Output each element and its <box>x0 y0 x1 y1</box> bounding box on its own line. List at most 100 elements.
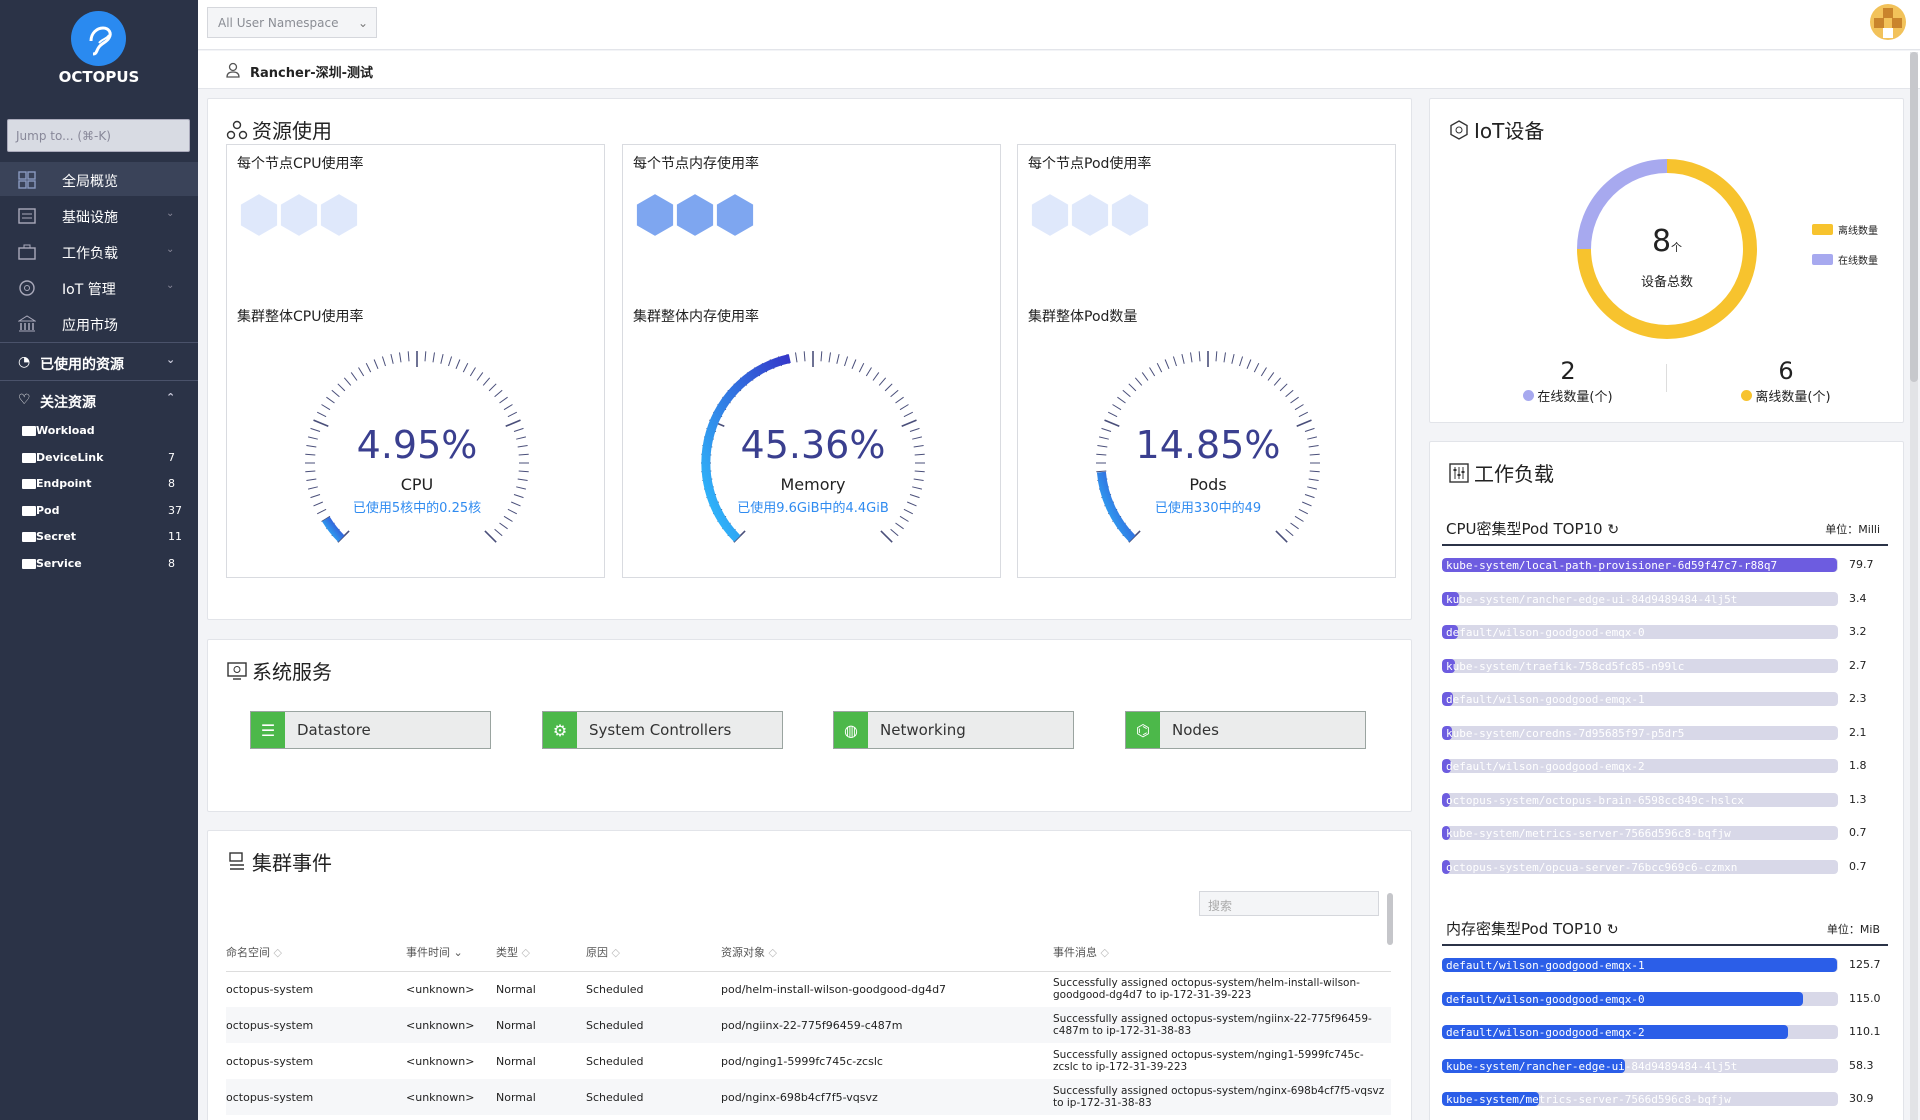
top10-row[interactable]: octopus-system/opcua-server-76bcc969c6-c… <box>1442 858 1867 874</box>
folder-icon <box>22 559 36 569</box>
top10-row[interactable]: default/wilson-goodgood-emqx-2 110.1 <box>1442 1023 1881 1039</box>
column-header[interactable]: 命名空间 ◇ <box>226 933 406 972</box>
node-hexagon[interactable] <box>318 193 360 239</box>
chevron-down-icon: ⌄ <box>166 353 176 366</box>
column-header[interactable]: 事件消息 ◇ <box>1053 933 1391 972</box>
top10-row[interactable]: kube-system/local-path-provisioner-6d59f… <box>1442 556 1874 572</box>
table-row[interactable]: octopus-system <unknown> Normal Scheduled po… <box>226 1043 1391 1079</box>
table-cell: Scheduled <box>586 982 644 996</box>
table-row[interactable]: octopus-system <unknown> Normal Scheduled po… <box>226 1079 1391 1115</box>
node-hexagon[interactable] <box>674 193 716 239</box>
node-hexagon[interactable] <box>635 193 676 239</box>
table-row[interactable]: octopus-system <unknown> Normal Scheduled po… <box>226 971 1391 1007</box>
gauge-tick <box>494 389 503 398</box>
favorite-item-endpoint[interactable]: Endpoint 8 <box>22 475 182 495</box>
refresh-icon[interactable]: ↻ <box>1606 922 1619 938</box>
top10-row[interactable]: default/wilson-goodgood-emqx-2 1.8 <box>1442 757 1867 773</box>
networking-button[interactable]: ◍ Networking <box>833 711 1074 749</box>
used-resources-header[interactable]: ◔ 已使用的资源 ⌄ <box>0 348 198 378</box>
top-bar: All User Namespace ⌄ <box>198 0 1920 50</box>
nodes-button[interactable]: ⌬ Nodes <box>1125 711 1366 749</box>
favorite-item-secret[interactable]: Secret 11 <box>22 528 182 548</box>
column-header[interactable]: 资源对象 ◇ <box>721 933 1053 972</box>
node-hexagon[interactable] <box>1030 193 1071 239</box>
nav-label: 应用市场 <box>62 318 118 334</box>
avatar[interactable] <box>1870 4 1906 40</box>
favorite-item-service[interactable]: Service 8 <box>22 555 182 575</box>
gauge-tick <box>1134 377 1143 386</box>
gauge-tick <box>305 453 316 456</box>
nav-item-workload[interactable]: 工作负载 ⌄ <box>0 234 198 268</box>
system-controllers-button[interactable]: ⚙ System Controllers <box>542 711 783 749</box>
favorite-label: Workload <box>36 424 95 437</box>
nav-item-app-market[interactable]: 应用市场 <box>0 306 198 340</box>
table-row[interactable]: octopus-system <unknown> Normal Scheduled po… <box>226 1007 1391 1043</box>
top10-row[interactable]: kube-system/metrics-server-7566d596c8-bq… <box>1442 824 1867 840</box>
chevron-down-icon: ⌄ <box>166 280 175 291</box>
top10-row[interactable]: kube-system/metrics-server-7566d596c8-bq… <box>1442 1090 1874 1106</box>
bar-value: 110.1 <box>1849 1025 1881 1038</box>
top10-row[interactable]: default/wilson-goodgood-emqx-0 115.0 <box>1442 990 1881 1006</box>
top10-row[interactable]: kube-system/rancher-edge-ui-84d9489484-4… <box>1442 590 1867 606</box>
page-scrollbar[interactable] <box>1910 52 1918 1120</box>
globe-icon: ◍ <box>834 712 868 748</box>
top10-row[interactable]: octopus-system/octopus-brain-6598cc849c-… <box>1442 791 1867 807</box>
gauge-tick <box>1304 427 1315 432</box>
nav-item-overview[interactable]: 全局概览 <box>0 162 198 196</box>
gauge-tick <box>306 478 317 481</box>
node-hexagon[interactable] <box>1069 193 1111 239</box>
refresh-icon[interactable]: ↻ <box>1607 522 1620 538</box>
favorite-label: Secret <box>36 530 77 543</box>
gauge-tick <box>518 453 529 456</box>
top10-row[interactable]: default/wilson-goodgood-emqx-0 3.2 <box>1442 623 1867 639</box>
column-header[interactable]: 类型 ◇ <box>496 933 586 972</box>
donut-slice-1[interactable] <box>1577 159 1668 250</box>
namespace-select[interactable]: All User Namespace ⌄ <box>207 7 377 38</box>
legend-online: 在线数量 <box>1812 252 1878 267</box>
nav-item-infrastructure[interactable]: 基础设施 ⌄ <box>0 198 198 232</box>
cluster-name[interactable]: Rancher-深圳-测试 <box>250 66 374 81</box>
gauge-progress-arc <box>701 354 791 542</box>
donut-slice-0[interactable] <box>1577 159 1757 339</box>
gauge-tick <box>1290 396 1299 404</box>
gauge-name: Memory <box>780 475 846 494</box>
favorite-label: Service <box>36 557 82 570</box>
gauge-tick <box>313 501 323 507</box>
gauge-tick <box>517 445 528 448</box>
top10-row[interactable]: kube-system/traefik-758cd5fc85-n99lc 2.7 <box>1442 657 1867 673</box>
iot-icon <box>19 280 35 296</box>
iot-donut-chart <box>1577 159 1757 339</box>
column-header[interactable]: 原因 ◇ <box>586 933 721 972</box>
top10-row[interactable]: kube-system/coredns-7d95685f97-p5dr5 2.1 <box>1442 724 1867 740</box>
node-hexagon[interactable] <box>1109 193 1151 239</box>
bar-track: kube-system/rancher-edge-ui-84d9489484-4… <box>1442 591 1838 606</box>
gauge-tick <box>1260 367 1267 377</box>
scrollbar-thumb[interactable] <box>1910 52 1918 382</box>
bar-label: default/wilson-goodgood-emqx-1 <box>1446 959 1645 972</box>
node-hexagon[interactable] <box>714 193 756 239</box>
top10-row[interactable]: kube-system/rancher-edge-ui-84d9489484-4… <box>1442 1057 1874 1073</box>
bar-fill <box>1442 859 1450 874</box>
nav-item-iot[interactable]: IoT 管理 ⌄ <box>0 270 198 304</box>
favorites-header[interactable]: ♡ 关注资源 ⌃ <box>0 386 198 416</box>
events-scrollbar[interactable] <box>1387 893 1393 945</box>
node-hexagon[interactable] <box>278 193 320 239</box>
event-list-icon <box>229 851 244 870</box>
column-header[interactable]: 事件时间 ⌄ <box>406 933 496 972</box>
datastore-button[interactable]: ☰ Datastore <box>250 711 491 749</box>
gauge-tick <box>1096 453 1107 456</box>
gauge-progress-arc <box>1096 471 1136 542</box>
gauge-tick <box>381 356 386 367</box>
folder-icon <box>22 506 36 516</box>
favorite-item-workload[interactable]: Workload <box>22 422 182 442</box>
top10-row[interactable]: default/wilson-goodgood-emqx-1 2.3 <box>1442 690 1867 706</box>
favorite-item-pod[interactable]: Pod 37 <box>22 502 182 522</box>
node-hexagon[interactable] <box>239 193 280 239</box>
event-search-input[interactable]: 搜索 <box>1199 891 1379 916</box>
gauge-tick <box>895 522 904 530</box>
favorite-item-devicelink[interactable]: DeviceLink 7 <box>22 449 182 469</box>
top10-row[interactable]: default/wilson-goodgood-emqx-1 125.7 <box>1442 956 1881 972</box>
jump-to-input[interactable]: Jump to... (⌘-K) <box>7 119 190 152</box>
gauge-tick <box>499 522 508 530</box>
logo[interactable]: OCTOPUS <box>0 0 198 110</box>
